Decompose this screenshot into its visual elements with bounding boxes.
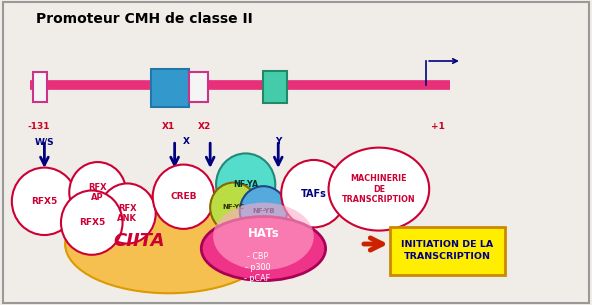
Text: X1: X1	[162, 122, 175, 131]
Text: -131: -131	[27, 122, 50, 131]
Text: X2: X2	[198, 122, 211, 131]
Ellipse shape	[281, 160, 346, 228]
Ellipse shape	[65, 195, 272, 293]
Text: RFX
ANK: RFX ANK	[117, 204, 137, 223]
Ellipse shape	[99, 183, 156, 244]
Text: NF-YC: NF-YC	[223, 204, 245, 210]
FancyBboxPatch shape	[33, 72, 47, 102]
Text: Y: Y	[275, 137, 281, 146]
Text: RFX5: RFX5	[79, 218, 105, 227]
FancyBboxPatch shape	[151, 69, 189, 107]
Ellipse shape	[216, 153, 275, 216]
Ellipse shape	[69, 162, 126, 222]
Text: RFX
AP: RFX AP	[88, 183, 107, 202]
Text: CREB: CREB	[170, 192, 197, 201]
Text: CIITA: CIITA	[114, 232, 165, 250]
Text: NF-YA: NF-YA	[233, 180, 258, 189]
Text: INITIATION DE LA
TRANSCRIPTION: INITIATION DE LA TRANSCRIPTION	[401, 240, 493, 261]
FancyBboxPatch shape	[3, 2, 589, 303]
FancyBboxPatch shape	[390, 227, 505, 274]
FancyBboxPatch shape	[263, 71, 287, 103]
Ellipse shape	[329, 148, 429, 231]
Ellipse shape	[61, 191, 123, 255]
Ellipse shape	[210, 182, 258, 232]
Text: RFX5: RFX5	[31, 197, 57, 206]
Ellipse shape	[12, 168, 77, 235]
Text: NF-YB: NF-YB	[252, 208, 275, 214]
Text: HATs: HATs	[247, 227, 279, 240]
Circle shape	[201, 217, 326, 281]
Text: MACHINERIE
DE
TRANSCRIPTION: MACHINERIE DE TRANSCRIPTION	[342, 174, 416, 204]
FancyBboxPatch shape	[189, 72, 208, 102]
Text: +1: +1	[431, 122, 445, 131]
Text: - CBP
- p300
- pCAF: - CBP - p300 - pCAF	[244, 252, 271, 283]
Ellipse shape	[240, 186, 287, 236]
Text: TAFs: TAFs	[301, 189, 327, 199]
Text: Promoteur CMH de classe II: Promoteur CMH de classe II	[36, 12, 252, 26]
Text: W/S: W/S	[34, 137, 54, 146]
Ellipse shape	[153, 165, 214, 229]
Text: X: X	[183, 137, 190, 146]
Ellipse shape	[213, 203, 314, 270]
